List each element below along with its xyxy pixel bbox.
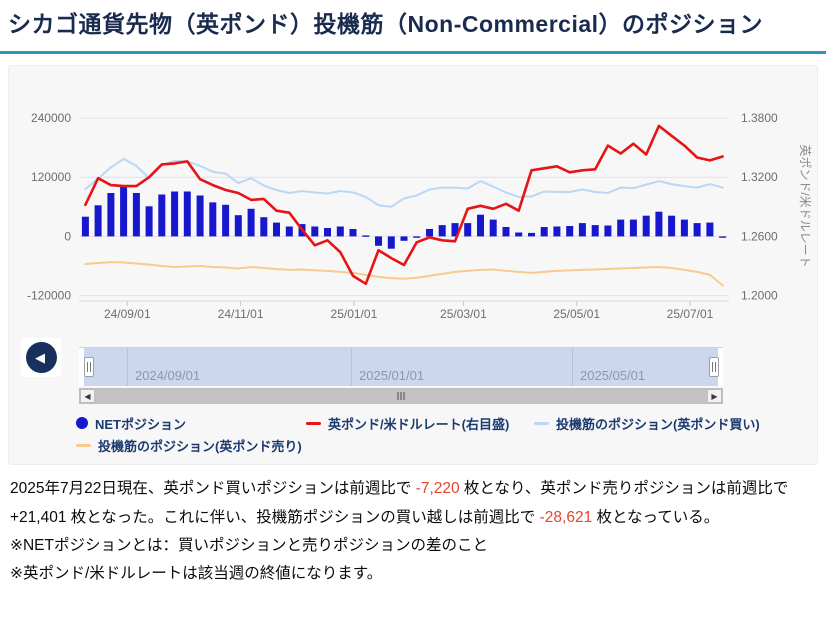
- legend-line-marker-icon: [76, 443, 91, 447]
- navigator-gridline: [127, 348, 128, 387]
- svg-text:1.2600: 1.2600: [741, 230, 778, 244]
- svg-text:240000: 240000: [31, 111, 71, 125]
- page-title: シカゴ通貨先物（英ポンド）投機筋（Non-Commercial）のポジション: [8, 11, 764, 37]
- weekly-change-value: -28,621: [539, 508, 593, 526]
- navigator-date-label: 2025/05/01: [580, 368, 646, 384]
- scrollbar-right-arrow-button[interactable]: ▶: [707, 389, 722, 404]
- footer-text-segment: +21,401: [10, 508, 67, 526]
- navigator-gridline: [572, 348, 573, 387]
- title-divider: [0, 51, 826, 55]
- svg-text:25/05/01: 25/05/01: [553, 307, 600, 321]
- legend-item-1[interactable]: 英ポンド/米ドルレート(右目盛): [306, 414, 534, 433]
- footer-text-segment: 2025年7月22日現在、英ポンド買いポジションは前週比で: [10, 480, 416, 498]
- chart-card: 240000 120000 0 -120000 1.3800 1.3200 1.2600 1.…: [8, 65, 819, 466]
- handle-grip-icon: [712, 362, 716, 373]
- navigator-right-handle[interactable]: [709, 357, 719, 378]
- prev-chart-button[interactable]: ◀: [25, 342, 57, 374]
- navigator-selected-range[interactable]: [84, 348, 718, 387]
- footer-text-segment: 枚となった。これに伴い、投機筋ポジションの買い越しは前週比で: [66, 508, 540, 526]
- series-lines: [84, 124, 724, 287]
- legend-item-2[interactable]: 投機筋のポジション(英ポンド買い): [534, 414, 760, 433]
- svg-text:25/01/01: 25/01/01: [331, 307, 378, 321]
- legend-circle-marker-icon: [76, 417, 88, 430]
- footnote-net-definition: ※NETポジションとは：買いポジションと売りポジションの差のこと: [10, 536, 488, 554]
- navigator-date-label: 2025/01/01: [359, 368, 425, 384]
- svg-text:25/07/01: 25/07/01: [667, 307, 714, 321]
- axis-labels: 240000 120000 0 -120000 1.3800 1.3200 1.2600 1.…: [27, 111, 812, 321]
- svg-text:120000: 120000: [31, 171, 71, 185]
- scrollbar-thumb[interactable]: [95, 389, 707, 404]
- scrollbar-left-arrow-button[interactable]: ◀: [80, 389, 95, 404]
- svg-text:0: 0: [64, 230, 71, 244]
- svg-text:1.2000: 1.2000: [741, 289, 778, 303]
- legend-line-marker-icon: [534, 421, 549, 425]
- navigator[interactable]: 2024/09/01 2025/01/01 2025/05/01: [79, 347, 723, 387]
- chart-legend: NETポジション 英ポンド/米ドルレート(右目盛) 投機筋のポジション(英ポンド買い…: [76, 412, 776, 456]
- prev-chart-button-wrap: ◀: [21, 338, 61, 378]
- navigator-date-label: 2024/09/01: [135, 368, 201, 384]
- svg-text:25/03/01: 25/03/01: [440, 307, 487, 321]
- legend-item-0[interactable]: NETポジション: [76, 414, 306, 433]
- weekly-change-value: -7,220: [415, 480, 460, 498]
- svg-text:24/09/01: 24/09/01: [104, 307, 151, 321]
- footnote-rate-definition: ※英ポンド/米ドルレートは該当週の終値になります。: [10, 564, 383, 582]
- footer-text-segment: 枚となっている。: [592, 508, 720, 526]
- svg-text:-120000: -120000: [27, 289, 71, 303]
- net-position-bars: [81, 185, 727, 250]
- footer-text-segment: 枚となり、英ポンド売りポジションは前週比で: [459, 480, 789, 498]
- legend-item-3[interactable]: 投機筋のポジション(英ポンド売り): [76, 436, 302, 455]
- footer-paragraph: 2025年7月22日現在、英ポンド買いポジションは前週比で -7,220 枚とな…: [10, 475, 816, 531]
- legend-item-label: NETポジション: [95, 416, 187, 432]
- svg-text:24/11/01: 24/11/01: [218, 307, 264, 321]
- svg-text:英ポンド/米ドルレート: 英ポンド/米ドルレート: [798, 145, 812, 268]
- legend-item-label: 投機筋のポジション(英ポンド買い): [556, 416, 760, 432]
- handle-grip-icon: [87, 362, 91, 373]
- navigator-gridline: [351, 348, 352, 387]
- svg-text:1.3200: 1.3200: [741, 171, 778, 185]
- scrollbar-grip-icon: [397, 392, 405, 401]
- footer-text: 2025年7月22日現在、英ポンド買いポジションは前週比で -7,220 枚とな…: [0, 465, 826, 588]
- legend-item-label: 英ポンド/米ドルレート(右目盛): [328, 416, 510, 432]
- navigator-left-handle[interactable]: [84, 357, 94, 378]
- position-chart[interactable]: 240000 120000 0 -120000 1.3800 1.3200 1.2600 1.…: [9, 66, 819, 328]
- horizontal-scrollbar[interactable]: ◀ ▶: [79, 388, 723, 405]
- svg-text:1.3800: 1.3800: [741, 111, 778, 125]
- legend-line-marker-icon: [306, 421, 321, 425]
- legend-item-label: 投機筋のポジション(英ポンド売り): [98, 438, 302, 454]
